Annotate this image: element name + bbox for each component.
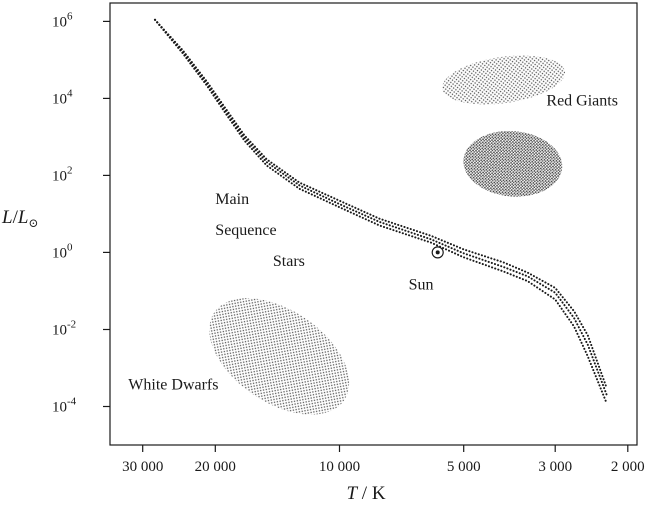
- region-red-giants-0: [442, 55, 565, 105]
- region-white-dwarfs-2: [209, 298, 350, 415]
- main-sequence-band: [154, 18, 608, 405]
- main-sequence-line-2: [154, 18, 608, 396]
- x-axis-ticks: 30 000 20 000 10 000 5 000 3 000 2 000: [122, 445, 645, 475]
- label-main-3: Stars: [273, 253, 305, 270]
- region-red-giants-1: [463, 130, 563, 197]
- sun-marker: [431, 246, 444, 259]
- x-axis-label: T / K: [346, 483, 385, 504]
- y-tick-label: 10-2: [52, 319, 76, 339]
- y-axis-ticks: 106 104 102 100 10-2 10-4: [52, 10, 110, 416]
- label-red-giants: Red Giants: [546, 93, 618, 110]
- sun-symbol-dot: [435, 250, 440, 255]
- x-tick-label: 30 000: [122, 459, 163, 475]
- label-main-1: Main: [215, 191, 249, 208]
- y-tick-label: 10-4: [52, 396, 77, 416]
- y-axis-label: L/L⊙: [1, 207, 39, 230]
- star-regions: [209, 55, 565, 415]
- main-sequence-line-1: [154, 18, 608, 405]
- x-tick-label: 5 000: [447, 459, 481, 475]
- label-white-dwarfs: White Dwarfs: [128, 376, 218, 393]
- annotations: Red Giants Main Sequence Stars Sun White Dwar…: [128, 93, 618, 394]
- x-tick-label: 10 000: [319, 459, 360, 475]
- y-tick-label: 104: [52, 87, 73, 107]
- x-tick-label: 3 000: [538, 459, 572, 475]
- y-tick-label: 100: [52, 241, 73, 261]
- label-main-2: Sequence: [215, 222, 276, 239]
- main-sequence-line-3: [154, 18, 608, 390]
- label-sun: Sun: [409, 276, 434, 293]
- y-tick-label: 106: [52, 10, 73, 30]
- x-tick-label: 2 000: [611, 459, 645, 475]
- x-tick-label: 20 000: [195, 459, 236, 475]
- plot-frame: [109, 2, 638, 446]
- y-tick-label: 102: [52, 164, 73, 184]
